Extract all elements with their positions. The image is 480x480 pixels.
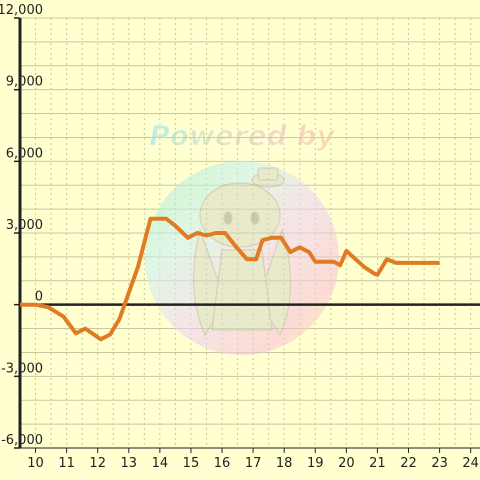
x-tick-label: 10 xyxy=(27,456,44,471)
y-tick-label: 12,000 xyxy=(0,3,43,18)
x-tick-label: 21 xyxy=(369,456,386,471)
x-tick-label: 15 xyxy=(183,456,200,471)
y-tick-label: 6,000 xyxy=(6,146,43,161)
x-tick-label: 14 xyxy=(152,456,169,471)
y-tick-label: 9,000 xyxy=(6,75,43,90)
y-tick-label: 3,000 xyxy=(6,218,43,233)
x-tick-label: 12 xyxy=(89,456,106,471)
x-tick-label: 19 xyxy=(307,456,324,471)
y-tick-label: 0 xyxy=(35,290,43,305)
series-line xyxy=(20,216,440,342)
x-tick-label: 23 xyxy=(431,456,448,471)
x-tick-label: 16 xyxy=(214,456,231,471)
x-tick-label: 13 xyxy=(121,456,138,471)
y-tick-label: -6,000 xyxy=(1,433,43,448)
watermark: Powered by xyxy=(145,119,339,355)
series xyxy=(20,216,440,342)
x-tick-label: 22 xyxy=(400,456,417,471)
axes xyxy=(14,17,480,453)
x-tick-label: 18 xyxy=(276,456,293,471)
watermark-text: Powered by xyxy=(149,119,336,152)
x-tick-label: 24 xyxy=(462,456,479,471)
tick-labels: -6,000 -3,000 0 3,000 6,000 9,000 12,000 10 11 12… xyxy=(0,3,479,471)
y-tick-label: -3,000 xyxy=(1,361,43,376)
x-tick-label: 11 xyxy=(58,456,75,471)
x-tick-label: 17 xyxy=(245,456,262,471)
x-tick-label: 20 xyxy=(338,456,355,471)
